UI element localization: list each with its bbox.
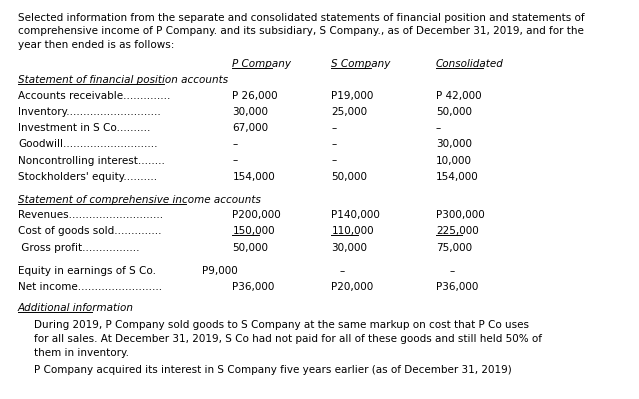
Text: Net income.........................: Net income......................... — [18, 282, 162, 292]
Text: P9,000: P9,000 — [202, 266, 238, 276]
Text: P19,000: P19,000 — [332, 91, 374, 101]
Text: P140,000: P140,000 — [332, 210, 380, 220]
Text: Revenues............................: Revenues............................ — [18, 210, 163, 220]
Text: During 2019, P Company sold goods to S Company at the same markup on cost that P: During 2019, P Company sold goods to S C… — [35, 320, 543, 358]
Text: –: – — [332, 123, 337, 133]
Text: 10,000: 10,000 — [436, 156, 472, 166]
Text: 30,000: 30,000 — [436, 139, 472, 149]
Text: –: – — [332, 156, 337, 166]
Text: Accounts receivable..............: Accounts receivable.............. — [18, 91, 170, 101]
Text: Noncontrolling interest........: Noncontrolling interest........ — [18, 156, 165, 166]
Text: 30,000: 30,000 — [233, 107, 268, 117]
Text: 150,000: 150,000 — [233, 227, 275, 237]
Text: 154,000: 154,000 — [436, 172, 479, 182]
Text: 50,000: 50,000 — [436, 107, 472, 117]
Text: 50,000: 50,000 — [332, 172, 367, 182]
Text: 25,000: 25,000 — [332, 107, 367, 117]
Text: 67,000: 67,000 — [233, 123, 268, 133]
Text: 225,000: 225,000 — [436, 227, 479, 237]
Text: Stockholders' equity..........: Stockholders' equity.......... — [18, 172, 157, 182]
Text: P200,000: P200,000 — [233, 210, 281, 220]
Text: P Company acquired its interest in S Company five years earlier (as of December : P Company acquired its interest in S Com… — [35, 365, 512, 375]
Text: Inventory............................: Inventory............................ — [18, 107, 160, 117]
Text: Statement of financial position accounts: Statement of financial position accounts — [18, 75, 228, 85]
Text: P36,000: P36,000 — [436, 282, 478, 292]
Text: Cost of goods sold..............: Cost of goods sold.............. — [18, 227, 162, 237]
Text: Selected information from the separate and consolidated statements of financial : Selected information from the separate a… — [18, 13, 585, 50]
Text: Gross profit.................: Gross profit................. — [18, 243, 139, 253]
Text: –: – — [233, 139, 238, 149]
Text: 154,000: 154,000 — [233, 172, 275, 182]
Text: P 26,000: P 26,000 — [233, 91, 278, 101]
Text: Additional information: Additional information — [18, 303, 134, 313]
Text: Investment in S Co..........: Investment in S Co.......... — [18, 123, 150, 133]
Text: 50,000: 50,000 — [233, 243, 268, 253]
Text: –: – — [233, 156, 238, 166]
Text: –: – — [339, 266, 345, 276]
Text: P 42,000: P 42,000 — [436, 91, 482, 101]
Text: S Company: S Company — [332, 59, 390, 69]
Text: Equity in earnings of S Co.: Equity in earnings of S Co. — [18, 266, 156, 276]
Text: P36,000: P36,000 — [233, 282, 275, 292]
Text: P20,000: P20,000 — [332, 282, 374, 292]
Text: 30,000: 30,000 — [332, 243, 367, 253]
Text: –: – — [332, 139, 337, 149]
Text: 110,000: 110,000 — [332, 227, 374, 237]
Text: P Company: P Company — [233, 59, 291, 69]
Text: –: – — [436, 123, 441, 133]
Text: 75,000: 75,000 — [436, 243, 472, 253]
Text: Statement of comprehensive income accounts: Statement of comprehensive income accoun… — [18, 195, 261, 205]
Text: –: – — [450, 266, 455, 276]
Text: P300,000: P300,000 — [436, 210, 484, 220]
Text: Consolidated: Consolidated — [436, 59, 504, 69]
Text: Goodwill............................: Goodwill............................ — [18, 139, 157, 149]
